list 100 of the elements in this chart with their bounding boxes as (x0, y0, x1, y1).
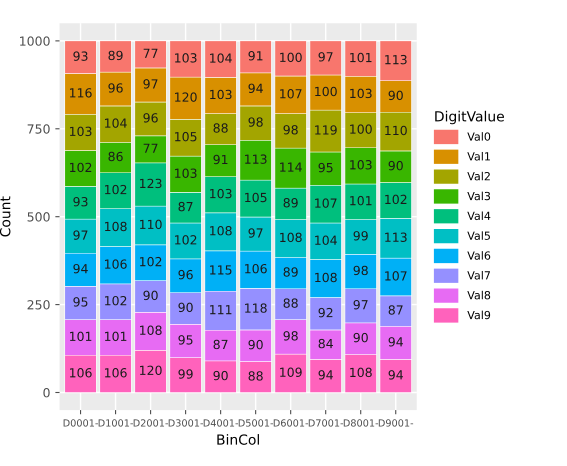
data-label: 102 (175, 235, 196, 245)
data-label: 87 (178, 202, 192, 212)
data-label: 102 (140, 256, 162, 266)
data-label: 101 (350, 52, 372, 62)
data-label: 120 (175, 92, 197, 102)
data-label: 108 (280, 232, 302, 242)
data-label: 77 (144, 48, 158, 58)
data-label: 109 (280, 368, 302, 377)
data-label: 88 (214, 123, 228, 133)
data-label: 77 (144, 144, 158, 153)
data-label: 101 (105, 332, 126, 342)
data-label: 94 (73, 264, 88, 274)
data-label: 97 (318, 52, 333, 62)
data-label: 97 (354, 300, 368, 310)
data-label: 88 (284, 298, 298, 308)
x-tick-label: D8001- (344, 419, 378, 427)
data-label: 89 (108, 50, 123, 60)
data-label: 101 (70, 332, 92, 342)
data-label: 107 (315, 198, 337, 208)
legend-label: Val9 (467, 310, 490, 320)
data-label: 96 (143, 113, 158, 123)
data-label: 102 (105, 184, 126, 194)
data-label: 105 (245, 192, 266, 202)
data-label: 96 (178, 270, 193, 280)
x-tick-label: D0001- (64, 419, 98, 427)
data-label: 95 (178, 335, 192, 345)
data-label: 118 (245, 303, 267, 313)
data-label: 108 (315, 272, 337, 282)
data-label: 100 (315, 86, 337, 96)
data-label: 97 (143, 79, 158, 89)
data-label: 103 (70, 126, 92, 136)
data-label: 111 (210, 305, 232, 314)
data-label: 119 (315, 125, 337, 135)
legend-title: DigitValue (435, 110, 504, 124)
data-label: 98 (248, 117, 263, 127)
legend-label: Val1 (467, 152, 490, 161)
x-tick-label: D4001- (204, 419, 238, 427)
data-label: 113 (385, 54, 407, 64)
data-label: 94 (388, 337, 403, 347)
data-label: 103 (175, 53, 197, 63)
data-label: 90 (354, 332, 368, 342)
data-label: 88 (248, 371, 263, 381)
data-label: 103 (210, 188, 232, 198)
x-tick-label: D1001- (98, 419, 133, 427)
legend-label: Val4 (467, 211, 490, 220)
data-label: 104 (105, 118, 127, 128)
data-label: 110 (140, 220, 162, 230)
data-label: 108 (210, 226, 232, 236)
legend-label: Val3 (467, 192, 490, 200)
data-label: 90 (388, 90, 403, 100)
data-label: 84 (318, 338, 333, 348)
legend-label: Val5 (467, 231, 490, 240)
data-label: 91 (248, 51, 262, 61)
data-label: 91 (213, 154, 228, 164)
data-label: 102 (105, 296, 126, 306)
data-label: 106 (105, 368, 127, 378)
data-label: 105 (175, 132, 196, 142)
data-label: 89 (284, 198, 298, 208)
data-label: 87 (214, 340, 228, 350)
data-label: 107 (280, 89, 302, 98)
data-label: 94 (388, 370, 403, 380)
x-tick-label: D5001- (238, 419, 274, 427)
y-tick-label: 500 (28, 212, 50, 222)
data-label: 94 (248, 84, 263, 94)
data-label: 106 (105, 259, 127, 269)
data-label: 97 (248, 228, 263, 238)
data-label: 123 (140, 178, 162, 188)
data-label: 102 (70, 162, 92, 172)
x-tick-label: D6001- (274, 419, 308, 427)
y-tick-label: 0 (43, 388, 50, 398)
data-label: 103 (350, 88, 372, 98)
legend-label: Val6 (467, 251, 490, 260)
legend-label: Val7 (467, 270, 490, 280)
data-label: 96 (108, 83, 123, 93)
data-label: 100 (350, 124, 372, 134)
data-label: 107 (385, 271, 407, 281)
legend-label: Val0 (467, 132, 490, 141)
data-label: 103 (210, 90, 232, 100)
data-label: 90 (388, 160, 403, 170)
data-label: 98 (284, 331, 298, 341)
x-tick-label: D7001- (308, 419, 344, 427)
data-label: 108 (350, 368, 372, 378)
data-label: 101 (350, 196, 372, 206)
data-label: 103 (175, 168, 197, 178)
data-label: 94 (318, 370, 333, 380)
data-label: 97 (73, 230, 88, 240)
y-tick-label: 250 (28, 300, 50, 310)
data-label: 95 (318, 162, 333, 172)
data-label: 100 (280, 52, 302, 62)
x-tick-label: D3001- (168, 419, 204, 427)
data-label: 103 (350, 160, 372, 170)
data-label: 114 (280, 162, 302, 172)
data-label: 113 (245, 154, 267, 164)
legend-label: Val8 (467, 290, 490, 300)
data-label: 87 (388, 305, 403, 315)
data-label: 99 (354, 231, 368, 241)
data-label: 89 (284, 267, 298, 277)
x-tick-label: D2001- (134, 419, 168, 427)
data-label: 104 (315, 235, 337, 245)
data-label: 120 (140, 366, 162, 376)
